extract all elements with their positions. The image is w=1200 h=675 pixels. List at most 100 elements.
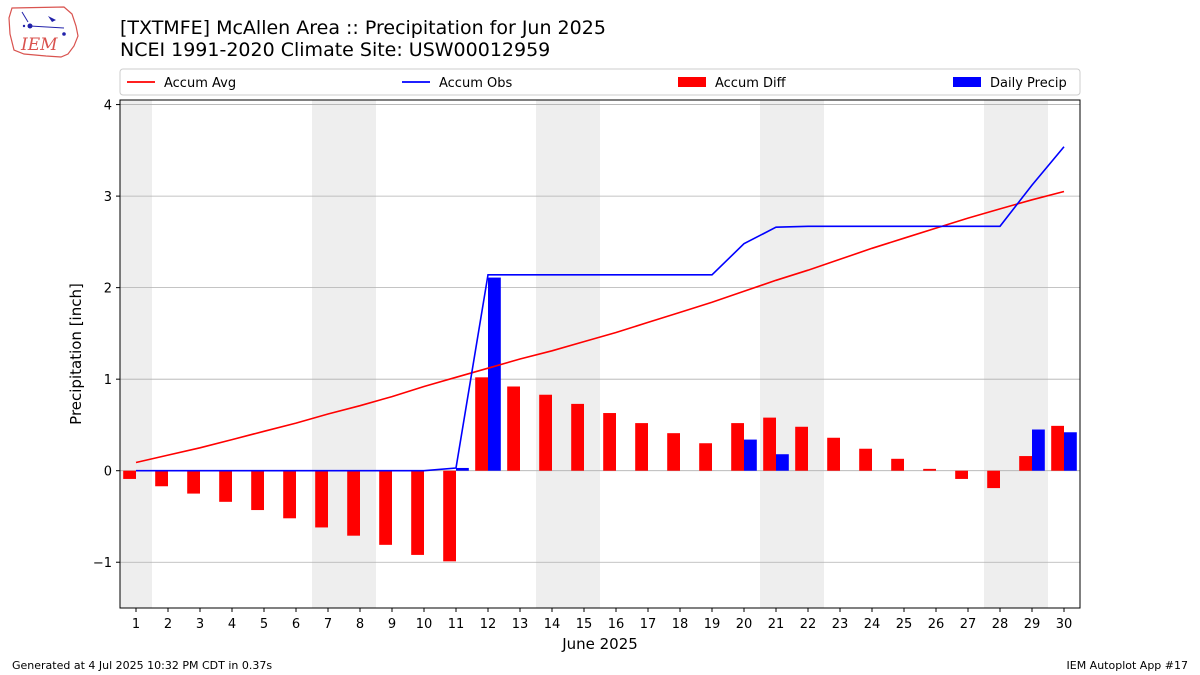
x-tick-label-15: 15 xyxy=(576,617,593,632)
accum-diff-bar-day-20 xyxy=(731,423,744,471)
legend-accum-obs-label: Accum Obs xyxy=(439,76,512,91)
daily-precip-bar-day-29 xyxy=(1032,429,1045,471)
x-tick-label-13: 13 xyxy=(512,617,529,632)
accum-diff-bar-day-7 xyxy=(315,470,328,528)
plot-frame xyxy=(119,99,1081,609)
accum-diff-bar-day-5 xyxy=(251,470,264,511)
y-tick-label-1: 1 xyxy=(104,373,112,388)
x-tick-label-1: 1 xyxy=(132,617,140,632)
x-tick-label-2: 2 xyxy=(164,617,172,632)
accum-diff-bar-day-2 xyxy=(155,470,168,487)
y-tick-label-4: 4 xyxy=(104,99,112,114)
x-tick-label-7: 7 xyxy=(324,617,332,632)
daily-precip-bar-day-12 xyxy=(488,277,501,471)
iem-logo: IEM xyxy=(6,4,82,60)
weekend-shading xyxy=(120,100,1048,608)
accum-diff-bar-day-1 xyxy=(123,470,136,479)
accum-diff-bar-day-14 xyxy=(539,394,552,471)
accum-diff-bar-day-10 xyxy=(411,470,424,555)
x-tick-label-19: 19 xyxy=(704,617,721,632)
x-tick-label-4: 4 xyxy=(228,617,236,632)
weekend-shade-day-1 xyxy=(120,100,152,608)
lines xyxy=(135,146,1065,472)
weekend-shade-day-7 xyxy=(312,100,344,608)
x-tick-label-6: 6 xyxy=(292,617,300,632)
x-tick-label-9: 9 xyxy=(388,617,396,632)
x-tick-label-25: 25 xyxy=(896,617,913,632)
x-tick-label-11: 11 xyxy=(448,617,465,632)
weekend-shade-day-15 xyxy=(568,100,600,608)
accum-diff-bar-day-29 xyxy=(1019,456,1032,471)
legend-box xyxy=(119,68,1081,96)
x-tick-label-21: 21 xyxy=(768,617,785,632)
y-tick-label-0: 0 xyxy=(104,465,112,480)
accum-diff-bar-day-9 xyxy=(379,470,392,545)
x-tick-label-5: 5 xyxy=(260,617,268,632)
autoplot-app-label: IEM Autoplot App #17 xyxy=(1066,659,1189,672)
accum-diff-bar-day-22 xyxy=(795,426,808,471)
y-tick-label-2: 2 xyxy=(104,282,112,297)
iem-logo-graphic: IEM xyxy=(8,6,79,58)
legend-daily-precip-label: Daily Precip xyxy=(990,76,1067,91)
chart-title: [TXTMFE] McAllen Area :: Precipitation f… xyxy=(120,17,606,39)
accum-diff-bar-day-15 xyxy=(571,403,584,471)
accum-diff-bar-day-25 xyxy=(891,458,904,471)
accum-diff-bar-day-11 xyxy=(443,470,456,562)
bars xyxy=(123,277,1077,562)
daily-precip-bar-day-11 xyxy=(456,467,469,471)
x-tick-label-23: 23 xyxy=(832,617,849,632)
accum-diff-bar-day-24 xyxy=(859,448,872,471)
accum-diff-bar-day-27 xyxy=(955,470,968,479)
x-tick-label-18: 18 xyxy=(672,617,689,632)
y-axis-label: Precipitation [inch] xyxy=(67,283,85,425)
accum-diff-bar-day-18 xyxy=(667,433,680,471)
accum-diff-bar-day-23 xyxy=(827,437,840,471)
x-tick-label-30: 30 xyxy=(1056,617,1073,632)
weekend-shade-day-21 xyxy=(760,100,792,608)
legend-accum-diff-swatch xyxy=(678,77,706,87)
y-tick-label-3: 3 xyxy=(104,190,112,205)
accum-diff-bar-day-19 xyxy=(699,443,712,471)
x-tick-label-17: 17 xyxy=(640,617,657,632)
x-tick-label-26: 26 xyxy=(928,617,945,632)
y-tick-label--1: −1 xyxy=(93,556,112,571)
accum-diff-bar-day-12 xyxy=(475,377,488,471)
accum-diff-bar-day-30 xyxy=(1051,425,1064,471)
accum-diff-bar-day-3 xyxy=(187,470,200,494)
daily-precip-bar-day-20 xyxy=(744,439,757,471)
daily-precip-bar-day-30 xyxy=(1064,432,1077,471)
x-tick-label-3: 3 xyxy=(196,617,204,632)
accum-diff-bar-day-6 xyxy=(283,470,296,519)
x-axis-label: June 2025 xyxy=(561,635,638,653)
logo-text: IEM xyxy=(20,35,58,55)
x-tick-label-20: 20 xyxy=(736,617,753,632)
accum-diff-bar-day-17 xyxy=(635,423,648,471)
x-tick-label-10: 10 xyxy=(416,617,433,632)
x-tick-label-8: 8 xyxy=(356,617,364,632)
accum-diff-bar-day-13 xyxy=(507,386,520,471)
accum-diff-bar-day-4 xyxy=(219,470,232,502)
legend-daily-precip-swatch xyxy=(953,77,981,87)
x-tick-label-16: 16 xyxy=(608,617,625,632)
accum-diff-bar-day-16 xyxy=(603,413,616,471)
x-tick-label-28: 28 xyxy=(992,617,1009,632)
daily-precip-bar-day-21 xyxy=(776,454,789,471)
x-tick-label-14: 14 xyxy=(544,617,561,632)
x-tick-label-29: 29 xyxy=(1024,617,1041,632)
x-tick-label-12: 12 xyxy=(480,617,497,632)
x-tick-label-22: 22 xyxy=(800,617,817,632)
weekend-shade-day-29 xyxy=(1016,100,1048,608)
weekend-shade-day-28 xyxy=(984,100,1016,608)
accum-diff-bar-day-8 xyxy=(347,470,360,536)
legend: Accum Avg Accum Obs Accum Diff Daily Precip xyxy=(119,68,1081,96)
accum-diff-bar-day-21 xyxy=(763,417,776,471)
legend-accum-avg-label: Accum Avg xyxy=(164,76,236,91)
accum-diff-bar-day-28 xyxy=(987,470,1000,489)
chart-subtitle: NCEI 1991-2020 Climate Site: USW00012959 xyxy=(120,39,551,61)
accum-avg-line xyxy=(135,190,1065,464)
accum-diff-bar-day-26 xyxy=(923,468,936,471)
x-tick-label-27: 27 xyxy=(960,617,977,632)
accum-obs-line xyxy=(136,146,1065,472)
